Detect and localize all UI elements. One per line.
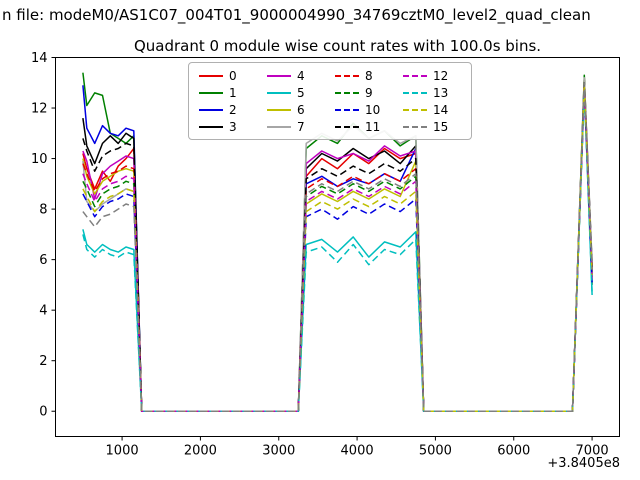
- y-tick-label: 14: [31, 51, 48, 66]
- legend-label: 3: [229, 119, 237, 134]
- series-line-12: [82, 87, 593, 412]
- legend-label: 10: [365, 102, 381, 117]
- legend: 0 1 2 3 4 5 6 7 8 9 10 11 12 13 14 15: [188, 62, 472, 140]
- legend-column: 4 5 6 7: [267, 69, 325, 133]
- legend-label: 8: [365, 68, 373, 83]
- legend-line-sample: [199, 125, 223, 128]
- legend-line-sample: [403, 125, 427, 128]
- y-tick-label: 2: [39, 354, 47, 369]
- legend-label: 13: [433, 85, 449, 100]
- legend-line-sample: [267, 125, 291, 128]
- x-tick-label: 3000: [262, 444, 295, 459]
- legend-entry: 5: [267, 86, 325, 99]
- legend-label: 12: [433, 68, 449, 83]
- series-line-9: [82, 87, 593, 412]
- legend-entry: 15: [403, 120, 461, 133]
- x-tick-label: 1000: [106, 444, 139, 459]
- legend-entry: 4: [267, 69, 325, 82]
- x-axis-offset-label: +3.8405e8: [547, 456, 620, 471]
- legend-entry: 10: [335, 103, 393, 116]
- legend-line-sample: [403, 74, 427, 77]
- series-line-15: [82, 82, 593, 412]
- legend-line-sample: [335, 91, 359, 94]
- y-tick-label: 10: [31, 152, 48, 167]
- legend-label: 14: [433, 102, 449, 117]
- y-tick-label: 12: [31, 102, 48, 117]
- x-tick-label: 4000: [341, 444, 374, 459]
- legend-entry: 7: [267, 120, 325, 133]
- legend-line-sample: [267, 108, 291, 111]
- legend-line-sample: [335, 125, 359, 128]
- legend-line-sample: [199, 91, 223, 94]
- legend-entry: 6: [267, 103, 325, 116]
- legend-line-sample: [403, 91, 427, 94]
- legend-label: 1: [229, 85, 237, 100]
- legend-label: 5: [297, 85, 305, 100]
- series-line-13: [82, 89, 593, 412]
- y-tick-label: 8: [39, 203, 47, 218]
- x-tick-label: 5000: [419, 444, 452, 459]
- legend-line-sample: [403, 108, 427, 111]
- y-tick-label: 0: [39, 405, 47, 420]
- legend-label: 11: [365, 119, 381, 134]
- legend-entry: 12: [403, 69, 461, 82]
- legend-entry: 9: [335, 86, 393, 99]
- x-tick-label: 6000: [497, 444, 530, 459]
- x-tick-label: 7000: [576, 444, 609, 459]
- chart-title: Quadrant 0 module wise count rates with …: [133, 37, 542, 55]
- y-tick-label: 6: [39, 253, 47, 268]
- legend-entry: 2: [199, 103, 257, 116]
- x-tick-label: 2000: [184, 444, 217, 459]
- legend-column: 12 13 14 15: [403, 69, 461, 133]
- legend-entry: 13: [403, 86, 461, 99]
- legend-line-sample: [267, 91, 291, 94]
- legend-entry: 14: [403, 103, 461, 116]
- legend-label: 2: [229, 102, 237, 117]
- legend-entry: 8: [335, 69, 393, 82]
- legend-line-sample: [267, 74, 291, 77]
- legend-column: 0 1 2 3: [199, 69, 257, 133]
- figure-suptitle: n file: modeM0/AS1C07_004T01_9000004990_…: [2, 6, 591, 24]
- legend-label: 4: [297, 68, 305, 83]
- legend-line-sample: [199, 108, 223, 111]
- legend-label: 15: [433, 119, 449, 134]
- legend-label: 0: [229, 68, 237, 83]
- legend-entry: 3: [199, 120, 257, 133]
- legend-column: 8 9 10 11: [335, 69, 393, 133]
- legend-entry: 11: [335, 120, 393, 133]
- legend-label: 6: [297, 102, 305, 117]
- axes-frame: [55, 57, 620, 437]
- legend-label: 7: [297, 119, 305, 134]
- legend-entry: 0: [199, 69, 257, 82]
- y-tick-label: 4: [39, 304, 47, 319]
- legend-entry: 1: [199, 86, 257, 99]
- legend-line-sample: [335, 74, 359, 77]
- legend-line-sample: [199, 74, 223, 77]
- legend-label: 9: [365, 85, 373, 100]
- legend-line-sample: [335, 108, 359, 111]
